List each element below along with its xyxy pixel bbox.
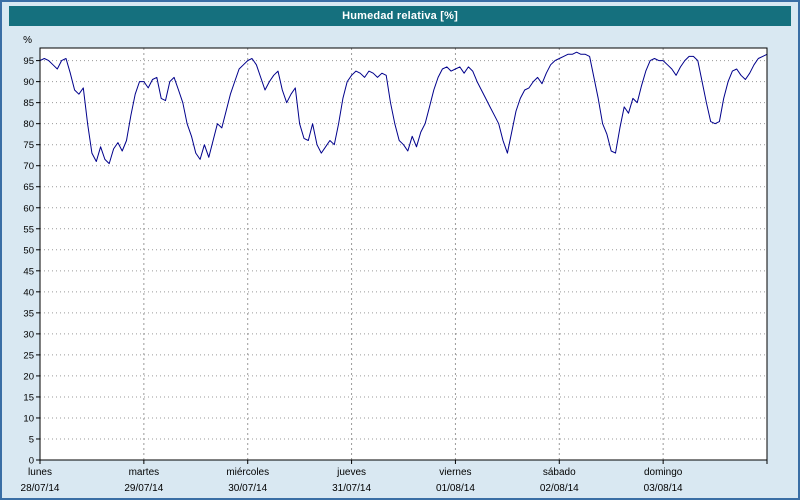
svg-text:viernes: viernes bbox=[439, 467, 471, 478]
svg-text:lunes: lunes bbox=[28, 467, 52, 478]
svg-text:martes: martes bbox=[129, 467, 160, 478]
svg-text:55: 55 bbox=[23, 224, 34, 235]
svg-text:10: 10 bbox=[23, 413, 34, 424]
svg-text:15: 15 bbox=[23, 392, 34, 403]
svg-text:65: 65 bbox=[23, 182, 34, 193]
svg-text:25: 25 bbox=[23, 350, 34, 361]
svg-text:sábado: sábado bbox=[543, 467, 576, 478]
humidity-line-chart: 0 5 10 15 20 25 30 35 40 45 50 55 60 65 70 75 80 85 90 95 lu… bbox=[21, 35, 768, 494]
svg-text:%: % bbox=[23, 35, 32, 46]
svg-text:03/08/14: 03/08/14 bbox=[644, 483, 683, 494]
svg-text:45: 45 bbox=[23, 266, 34, 277]
svg-text:01/08/14: 01/08/14 bbox=[436, 483, 475, 494]
svg-text:jueves: jueves bbox=[336, 467, 366, 478]
svg-text:29/07/14: 29/07/14 bbox=[124, 483, 163, 494]
svg-text:60: 60 bbox=[23, 203, 34, 214]
svg-text:30: 30 bbox=[23, 329, 34, 340]
svg-text:50: 50 bbox=[23, 245, 34, 256]
svg-text:20: 20 bbox=[23, 371, 34, 382]
svg-text:miércoles: miércoles bbox=[226, 467, 269, 478]
svg-text:28/07/14: 28/07/14 bbox=[21, 483, 60, 494]
svg-text:30/07/14: 30/07/14 bbox=[228, 483, 267, 494]
svg-text:domingo: domingo bbox=[644, 467, 683, 478]
svg-text:70: 70 bbox=[23, 161, 34, 172]
svg-text:31/07/14: 31/07/14 bbox=[332, 483, 371, 494]
svg-text:40: 40 bbox=[23, 287, 34, 298]
svg-text:80: 80 bbox=[23, 119, 34, 130]
svg-text:95: 95 bbox=[23, 56, 34, 67]
svg-text:0: 0 bbox=[29, 456, 34, 467]
chart-title: Humedad relativa [%] bbox=[9, 6, 791, 26]
svg-text:02/08/14: 02/08/14 bbox=[540, 483, 579, 494]
svg-text:5: 5 bbox=[29, 434, 34, 445]
svg-text:85: 85 bbox=[23, 98, 34, 109]
svg-text:90: 90 bbox=[23, 77, 34, 88]
svg-text:35: 35 bbox=[23, 308, 34, 319]
svg-text:75: 75 bbox=[23, 140, 34, 151]
